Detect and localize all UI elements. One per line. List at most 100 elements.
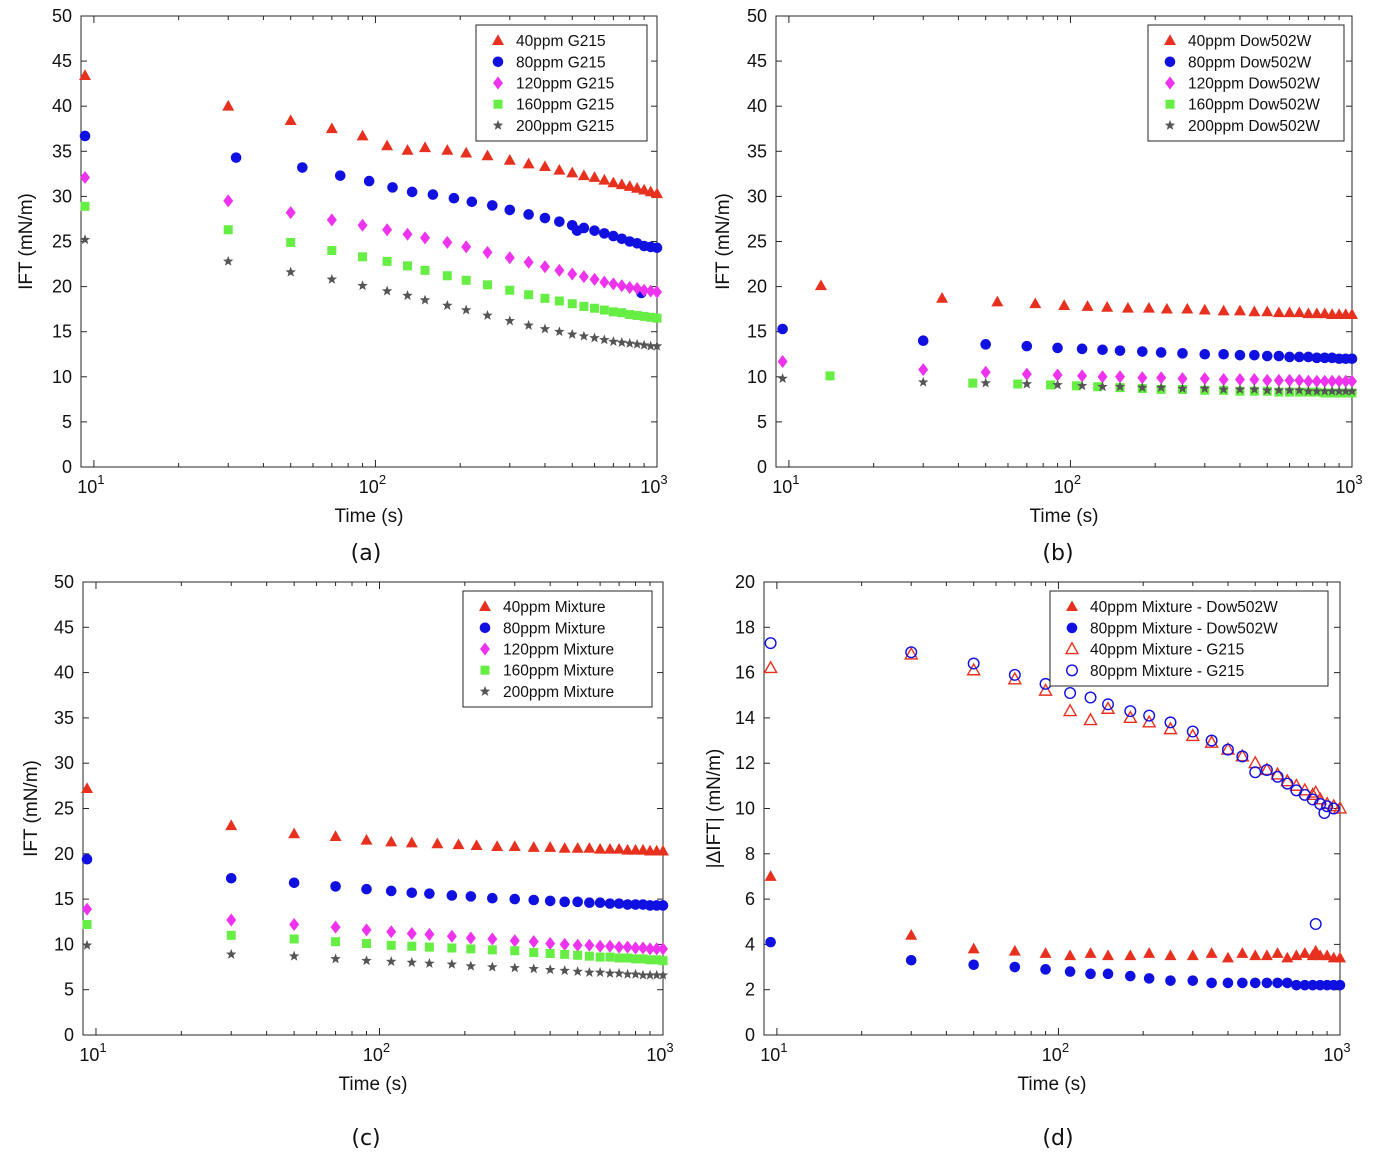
y-tick-label: 0 <box>64 1025 74 1045</box>
data-point <box>584 938 595 952</box>
panel-caption: (b) <box>1042 541 1073 566</box>
data-point <box>360 833 373 845</box>
data-point <box>289 917 300 931</box>
data-point <box>1198 303 1211 315</box>
y-tick-label: 50 <box>52 6 72 26</box>
data-point <box>1235 748 1250 762</box>
data-point <box>286 237 296 247</box>
data-point <box>1302 307 1315 319</box>
data-point <box>1283 306 1296 318</box>
data-point <box>330 953 341 964</box>
data-point <box>1186 725 1199 738</box>
data-point <box>79 69 91 80</box>
data-point <box>1321 949 1334 961</box>
x-tick-label: 102 <box>1042 1040 1069 1065</box>
legend-entry: 80ppm Mixture - G215 <box>1090 663 1244 680</box>
data-point <box>1222 977 1234 989</box>
series-2 <box>82 902 668 956</box>
data-point <box>637 969 649 980</box>
data-point <box>1187 975 1199 986</box>
data-point <box>567 299 577 309</box>
data-point <box>487 892 498 904</box>
panel-caption: (d) <box>1042 1126 1073 1151</box>
data-point <box>554 296 564 306</box>
data-point <box>1205 734 1218 747</box>
data-point <box>327 246 337 256</box>
data-point <box>637 843 649 855</box>
data-point <box>764 637 777 650</box>
legend-box <box>462 590 653 708</box>
data-point <box>1262 384 1273 395</box>
data-point <box>608 307 618 317</box>
data-point <box>420 265 430 275</box>
data-point <box>403 261 413 271</box>
data-point <box>356 129 369 141</box>
data-point <box>407 941 417 951</box>
y-tick-label: 25 <box>54 799 74 819</box>
data-point <box>1310 307 1323 319</box>
panel-caption: (c) <box>351 1126 380 1151</box>
data-point <box>1102 968 1114 980</box>
data-point <box>527 841 540 852</box>
y-tick-label: 0 <box>757 457 767 477</box>
data-point <box>329 830 342 841</box>
legend-marker <box>479 600 491 612</box>
series-1 <box>765 936 1346 991</box>
series-2 <box>80 170 662 299</box>
data-point <box>639 283 650 297</box>
data-point <box>446 958 458 969</box>
data-point <box>363 175 375 187</box>
y-tick-label: 10 <box>54 934 74 954</box>
data-point <box>385 956 397 967</box>
data-point <box>652 955 662 965</box>
data-point <box>1221 951 1234 963</box>
data-point <box>639 311 649 321</box>
data-point <box>1234 383 1246 394</box>
data-point <box>297 162 308 173</box>
series-0 <box>814 279 1358 319</box>
data-point <box>622 940 633 954</box>
y-tick-label: 35 <box>54 708 74 728</box>
data-point <box>538 160 551 172</box>
y-tick-label: 8 <box>745 844 755 864</box>
data-point <box>382 223 393 237</box>
data-point <box>1294 351 1305 363</box>
legend-entry: 80ppm Mixture - Dow502W <box>1090 620 1278 637</box>
y-tick-label: 45 <box>747 51 767 71</box>
data-point <box>968 959 979 971</box>
data-point <box>814 279 827 291</box>
data-point <box>510 946 520 956</box>
y-tick-label: 40 <box>52 96 72 116</box>
data-point <box>1311 385 1323 396</box>
legend-marker <box>479 622 491 634</box>
data-point <box>1321 800 1334 813</box>
data-point <box>487 932 498 946</box>
data-point <box>288 827 301 839</box>
data-point <box>504 315 516 326</box>
data-point <box>967 942 980 954</box>
data-point <box>1177 372 1188 386</box>
x-tick-label: 103 <box>640 472 667 497</box>
data-point <box>357 280 368 291</box>
series-1 <box>79 130 663 299</box>
data-point <box>288 950 300 961</box>
legend-entry: 120ppm Mixture <box>503 642 614 659</box>
data-point <box>504 251 515 265</box>
data-point <box>572 938 583 952</box>
legend-entry: 40ppm Mixture <box>503 599 606 616</box>
data-point <box>623 953 633 963</box>
data-point <box>632 310 642 320</box>
data-point <box>1280 773 1295 787</box>
data-point <box>991 295 1004 307</box>
data-point <box>1102 949 1115 961</box>
data-point <box>1064 966 1076 977</box>
data-point <box>1334 374 1345 388</box>
y-tick-label: 10 <box>735 799 755 819</box>
data-point <box>1217 304 1230 316</box>
data-point <box>1273 384 1285 395</box>
data-point <box>578 270 589 284</box>
data-point <box>1340 385 1351 396</box>
legend-marker <box>480 642 490 656</box>
y-tick-label: 15 <box>747 322 767 342</box>
data-point <box>559 965 570 976</box>
